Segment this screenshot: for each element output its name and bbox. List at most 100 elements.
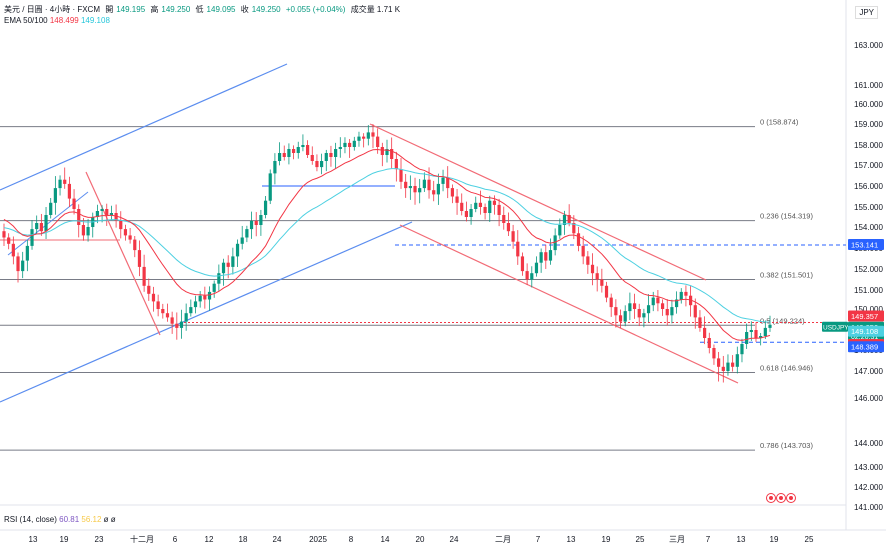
currency-label[interactable]: JPY bbox=[855, 6, 878, 19]
candle-body bbox=[352, 140, 356, 147]
y-tick-label: 150.000 bbox=[854, 305, 883, 314]
chart-header: 美元 / 日圓 · 4小時 · FXCM 開 149.195 高 149.250 低… bbox=[4, 4, 403, 15]
candle-body bbox=[193, 301, 198, 308]
candle-body bbox=[520, 256, 525, 272]
candle-body bbox=[11, 243, 15, 257]
rsi-zero2: ø bbox=[110, 515, 116, 524]
x-tick-label: 18 bbox=[239, 535, 248, 544]
candle-body bbox=[203, 295, 207, 300]
candle-body bbox=[81, 225, 86, 236]
y-tick-label: 154.000 bbox=[854, 223, 883, 232]
candle-body bbox=[254, 221, 258, 225]
candle-body bbox=[595, 273, 599, 280]
economic-event-icon-dot bbox=[779, 496, 783, 500]
candle-body bbox=[231, 256, 235, 267]
symbol-label[interactable]: 美元 / 日圓 · 4小時 · FXCM bbox=[4, 5, 100, 14]
open-value: 149.195 bbox=[116, 5, 146, 14]
candle-body bbox=[366, 132, 370, 139]
candle-body bbox=[249, 221, 254, 230]
x-tick-label: 19 bbox=[60, 535, 69, 544]
candle-body bbox=[165, 313, 170, 318]
candle-body bbox=[320, 161, 324, 168]
candle-body bbox=[114, 213, 118, 221]
candle-body bbox=[16, 256, 20, 272]
candle-body bbox=[693, 305, 697, 318]
candle-body bbox=[334, 149, 338, 157]
candle-body bbox=[441, 177, 445, 184]
candle-body bbox=[670, 307, 674, 316]
candle-body bbox=[408, 186, 412, 189]
x-tick-label: 二月 bbox=[495, 535, 511, 544]
ema50-line bbox=[3, 148, 771, 341]
candle-body bbox=[567, 215, 571, 223]
ema-legend[interactable]: EMA 50/100 148.499 149.108 bbox=[4, 16, 110, 25]
rsi-legend[interactable]: RSI (14, close) 60.81 56.12 ø ø bbox=[4, 515, 116, 524]
ema50-value: 148.499 bbox=[49, 16, 79, 25]
candle-body bbox=[109, 213, 114, 215]
candle-body bbox=[184, 313, 188, 322]
candle-body bbox=[235, 243, 240, 257]
candle-body bbox=[156, 301, 160, 309]
ema-label: EMA 50/100 bbox=[4, 16, 48, 25]
candle-body bbox=[2, 231, 6, 238]
close-value: 149.250 bbox=[251, 5, 281, 14]
candle-body bbox=[240, 237, 244, 244]
candle-body bbox=[544, 252, 548, 261]
fib-level-label: 0.786 (143.703) bbox=[760, 441, 813, 450]
fib-level-label: 0 (158.874) bbox=[760, 118, 799, 127]
rsi-zero1: ø bbox=[103, 515, 109, 524]
y-tick-label: 158.000 bbox=[854, 141, 883, 150]
candle-body bbox=[553, 235, 557, 251]
upper-red-channel bbox=[369, 123, 707, 281]
candle-body bbox=[534, 262, 539, 274]
candle-body bbox=[446, 177, 450, 189]
candle-body bbox=[212, 283, 216, 292]
candle-body bbox=[418, 188, 422, 193]
candle-body bbox=[277, 153, 282, 161]
candle-body bbox=[30, 229, 34, 246]
candle-body bbox=[268, 173, 272, 201]
candle-body bbox=[147, 285, 151, 294]
candle-body bbox=[348, 142, 352, 147]
x-tick-label: 2025 bbox=[309, 535, 327, 544]
x-tick-label: 19 bbox=[602, 535, 611, 544]
price-tag-149108-bg bbox=[848, 325, 884, 337]
candle-body bbox=[759, 336, 763, 338]
candle-body bbox=[44, 215, 48, 232]
candle-body bbox=[637, 309, 641, 318]
candle-body bbox=[511, 231, 515, 242]
candle-body bbox=[324, 153, 328, 161]
candle-body bbox=[189, 307, 193, 314]
economic-event-icon-dot bbox=[769, 496, 773, 500]
candle-body bbox=[53, 188, 57, 203]
candle-body bbox=[731, 362, 735, 367]
x-tick-label: 20 bbox=[416, 535, 425, 544]
candle-body bbox=[628, 303, 632, 312]
candle-body bbox=[609, 297, 613, 308]
candle-body bbox=[474, 202, 478, 209]
candle-body bbox=[161, 309, 165, 314]
early-red-trend bbox=[85, 171, 161, 336]
candle-body bbox=[623, 311, 627, 322]
symbol-tag-bg bbox=[822, 321, 848, 332]
candle-body bbox=[399, 169, 403, 182]
candle-body bbox=[721, 366, 725, 371]
candle-body bbox=[558, 225, 562, 236]
candle-body bbox=[105, 209, 109, 215]
x-tick-label: 三月 bbox=[669, 535, 685, 544]
price-tag-149357: 149.357 bbox=[851, 312, 878, 321]
candle-body bbox=[506, 223, 511, 232]
candle-body bbox=[698, 317, 702, 328]
candle-body bbox=[259, 215, 263, 225]
candle-body bbox=[296, 147, 300, 153]
candle-body bbox=[604, 285, 609, 298]
candle-body bbox=[707, 338, 711, 348]
candle-body bbox=[618, 315, 623, 322]
candle-body bbox=[674, 299, 679, 308]
x-tick-label: 12 bbox=[205, 535, 214, 544]
candle-body bbox=[581, 245, 585, 257]
y-tick-label: 142.000 bbox=[854, 483, 883, 492]
candle-body bbox=[301, 145, 305, 147]
y-tick-label: 160.000 bbox=[854, 100, 883, 109]
